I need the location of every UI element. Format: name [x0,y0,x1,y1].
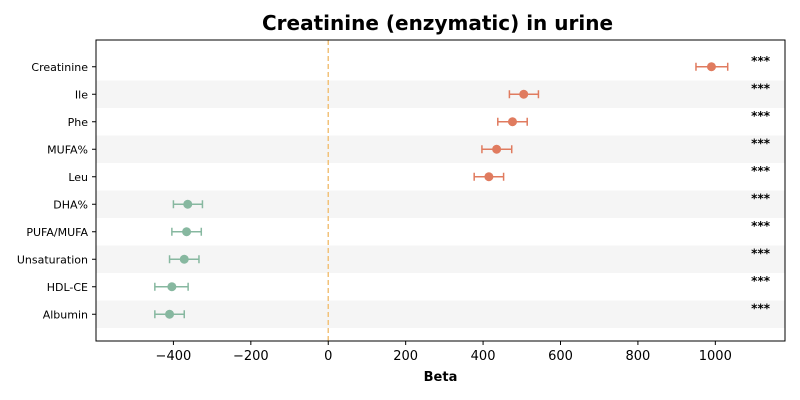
significance-label: *** [751,301,771,315]
data-point [167,282,177,292]
significance-label: *** [751,274,771,288]
y-tick-labels: Creatinine Ile Phe MUFA% Leu DHA% PUFA/MUFA Uns… [17,61,96,321]
x-tick-label: 1000 [699,349,732,364]
data-point [519,89,529,99]
significance-label: *** [751,136,771,150]
x-tick-label: 800 [625,349,650,364]
significance-label: *** [751,246,771,260]
chart-title: Creatinine (enzymatic) in urine [262,11,613,35]
row-band [96,135,785,163]
y-tick-label: Ile [75,88,88,101]
x-tick-label: −200 [233,349,269,364]
x-tick-label: 200 [393,349,418,364]
y-tick-label: PUFA/MUFA [26,226,88,239]
x-ticks: −400 −200 0 200 400 600 800 1000 [156,341,732,364]
row-band [96,190,785,218]
significance-label: *** [751,109,771,123]
x-tick-label: 0 [324,349,332,364]
data-marks: *** *** *** *** *** *** *** *** *** *** [154,54,771,319]
data-point [182,227,192,237]
significance-label: *** [751,219,771,233]
data-point [706,62,716,72]
significance-label: *** [751,164,771,178]
y-tick-label: Leu [68,171,88,184]
significance-label: *** [751,54,771,68]
significance-label: *** [751,81,771,95]
y-tick-label: Phe [68,116,89,129]
x-tick-label: 600 [548,349,573,364]
data-point [179,254,189,264]
x-tick-label: −400 [156,349,192,364]
row-band [96,80,785,108]
row-band [96,300,785,328]
x-tick-label: 400 [471,349,496,364]
significance-label: *** [751,191,771,205]
data-point [492,144,502,154]
y-tick-label: HDL-CE [47,281,88,294]
plot-frame [95,39,786,342]
x-axis-label: Beta [424,370,458,385]
data-point [165,309,175,319]
y-tick-label: Creatinine [31,61,88,74]
data-point [484,172,494,182]
y-tick-label: DHA% [53,198,88,211]
data-point [183,199,193,209]
data-point [507,117,517,127]
row-band [96,245,785,273]
y-tick-label: Albumin [43,308,88,321]
y-tick-label: MUFA% [47,143,88,156]
row-bands [96,80,785,328]
y-tick-label: Unsaturation [17,253,88,266]
